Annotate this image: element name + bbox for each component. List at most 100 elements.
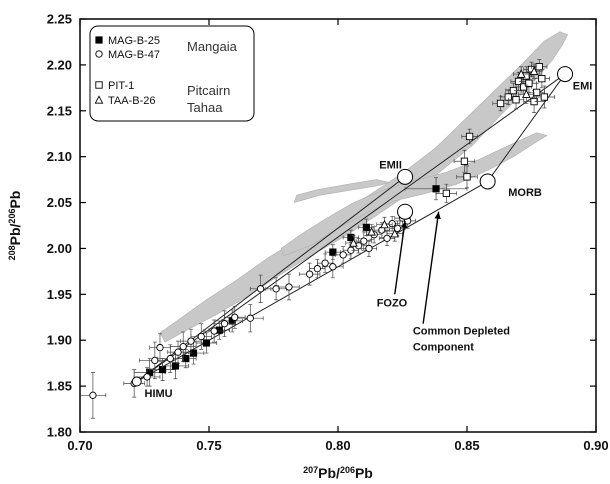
y-tick-label: 2.25 <box>47 12 72 27</box>
x-tick-label: 0.80 <box>325 438 350 453</box>
marker <box>89 391 97 399</box>
data-point-taa-b-26-1 <box>518 84 535 104</box>
annotation-emii: EMII <box>379 160 402 172</box>
data-point-mag-b-47-16 <box>278 273 300 301</box>
marker <box>538 75 546 83</box>
marker <box>463 173 471 181</box>
data-point-taa-b-26-6 <box>386 226 403 242</box>
marker <box>231 313 239 321</box>
data-point-taa-b-26-0 <box>513 66 530 82</box>
data-point-taa-b-26-5 <box>376 216 393 233</box>
x-tick-label: 0.70 <box>67 438 92 453</box>
legend-marker <box>94 95 104 104</box>
y-tick-label: 2.10 <box>47 149 72 164</box>
legend-group-tahaa: Tahaa <box>187 100 223 115</box>
data-point-mag-b-47-6 <box>167 340 189 364</box>
annotation-morb: MORB <box>508 187 542 199</box>
data-point-mag-b-25-9 <box>342 229 359 246</box>
data-point-mag-b-47-9 <box>190 323 212 350</box>
marker <box>210 327 218 335</box>
arrow-line-1 <box>422 211 440 324</box>
arrow-line-0 <box>394 220 406 295</box>
marker <box>143 373 151 381</box>
marker <box>321 259 329 267</box>
marker <box>533 88 541 97</box>
axes-layer: 0.70 0.75 0.80 0.85 0.90 1.80 1.85 1.90 1.95 2.00… <box>7 12 609 482</box>
marker <box>246 314 254 322</box>
y-axis-label: 208Pb/206Pb <box>7 191 23 261</box>
data-point-taa-b-26-4 <box>363 224 380 240</box>
marker <box>529 66 539 75</box>
data-point-mag-b-47-17 <box>298 262 321 286</box>
data-point-pit-1-16 <box>507 90 525 110</box>
data-point-pit-1-6 <box>505 82 522 99</box>
data-point-mag-b-47-20 <box>322 255 344 279</box>
data-point-pit-1-2 <box>456 165 478 189</box>
data-point-taa-b-26-2 <box>525 63 543 80</box>
x-axis-label: 207Pb/206Pb <box>303 465 373 481</box>
y-tick-label: 2.20 <box>47 57 72 72</box>
marker <box>367 227 376 236</box>
marker <box>329 263 337 271</box>
legend-marker <box>95 36 103 44</box>
data-point-mag-b-47-7 <box>169 331 197 362</box>
marker <box>522 89 531 98</box>
mixing-line-himu-emi <box>136 73 566 382</box>
legend: MAG-B-25 MAG-B-47 PIT-1 TAA-B-26 Mangaia Pitc… <box>89 25 255 122</box>
data-point-pit-1-17 <box>520 73 538 93</box>
annotation-fozo: FOZO <box>377 297 408 309</box>
data-point-mag-b-47-12 <box>224 305 246 329</box>
legend-label: PIT-1 <box>108 80 134 92</box>
legend-group-pitcairn: Pitcairn <box>187 83 230 98</box>
field-2 <box>293 179 390 203</box>
mixing-line-himu-morb <box>136 181 488 382</box>
data-point-mag-b-47-2 <box>133 367 161 387</box>
legend-group-mangaia: Mangaia <box>187 39 238 54</box>
legend-label: MAG-B-25 <box>108 35 160 47</box>
marker <box>179 342 187 351</box>
data-point-mag-b-25-8 <box>324 244 341 260</box>
arrow-head-1 <box>434 211 441 220</box>
legend-entry-pit-1: PIT-1 <box>95 80 134 92</box>
y-tick-label: 2.05 <box>47 195 72 210</box>
data-point-taa-b-26-3 <box>345 235 362 251</box>
marker <box>540 93 549 101</box>
data-point-mag-b-25-2 <box>162 352 189 380</box>
mixing-line-morb-emi <box>487 73 566 182</box>
y-tick-label: 1.95 <box>47 287 72 302</box>
arrow-head-0 <box>400 220 408 229</box>
y-tick-label: 2.00 <box>47 241 72 256</box>
marker <box>151 356 159 365</box>
data-point-pit-1-15 <box>533 85 556 109</box>
marker <box>383 234 391 242</box>
y-tick-label: 1.85 <box>47 379 72 394</box>
endmember-himu <box>131 376 142 387</box>
marker <box>380 219 389 229</box>
legend-entry-mag-b-25: MAG-B-25 <box>95 35 160 47</box>
marker <box>347 233 355 242</box>
endmember-emi <box>557 66 574 83</box>
data-point-mag-b-47-25 <box>360 239 378 258</box>
data-point-mag-b-25-11 <box>404 177 468 201</box>
annotation-himu: HIMU <box>145 388 173 400</box>
legend-label: TAA-B-26 <box>108 95 155 107</box>
marker <box>285 283 293 291</box>
marker <box>156 343 164 352</box>
data-points-layer <box>79 59 556 419</box>
data-point-mag-b-47-8 <box>180 328 202 354</box>
marker <box>520 83 528 91</box>
legend-entry-mag-b-47: MAG-B-47 <box>95 49 160 61</box>
marker <box>512 96 520 104</box>
data-point-mag-b-47-13 <box>237 304 264 333</box>
data-point-pit-1-0 <box>461 128 478 145</box>
marker <box>525 79 533 87</box>
marker <box>535 63 543 71</box>
legend-box <box>89 25 255 122</box>
marker <box>432 185 440 193</box>
data-point-mag-b-47-24 <box>355 231 372 251</box>
marker <box>272 285 280 293</box>
data-point-pit-1-8 <box>515 79 532 95</box>
marker <box>256 285 265 293</box>
marker <box>305 270 314 278</box>
marker <box>174 348 182 356</box>
